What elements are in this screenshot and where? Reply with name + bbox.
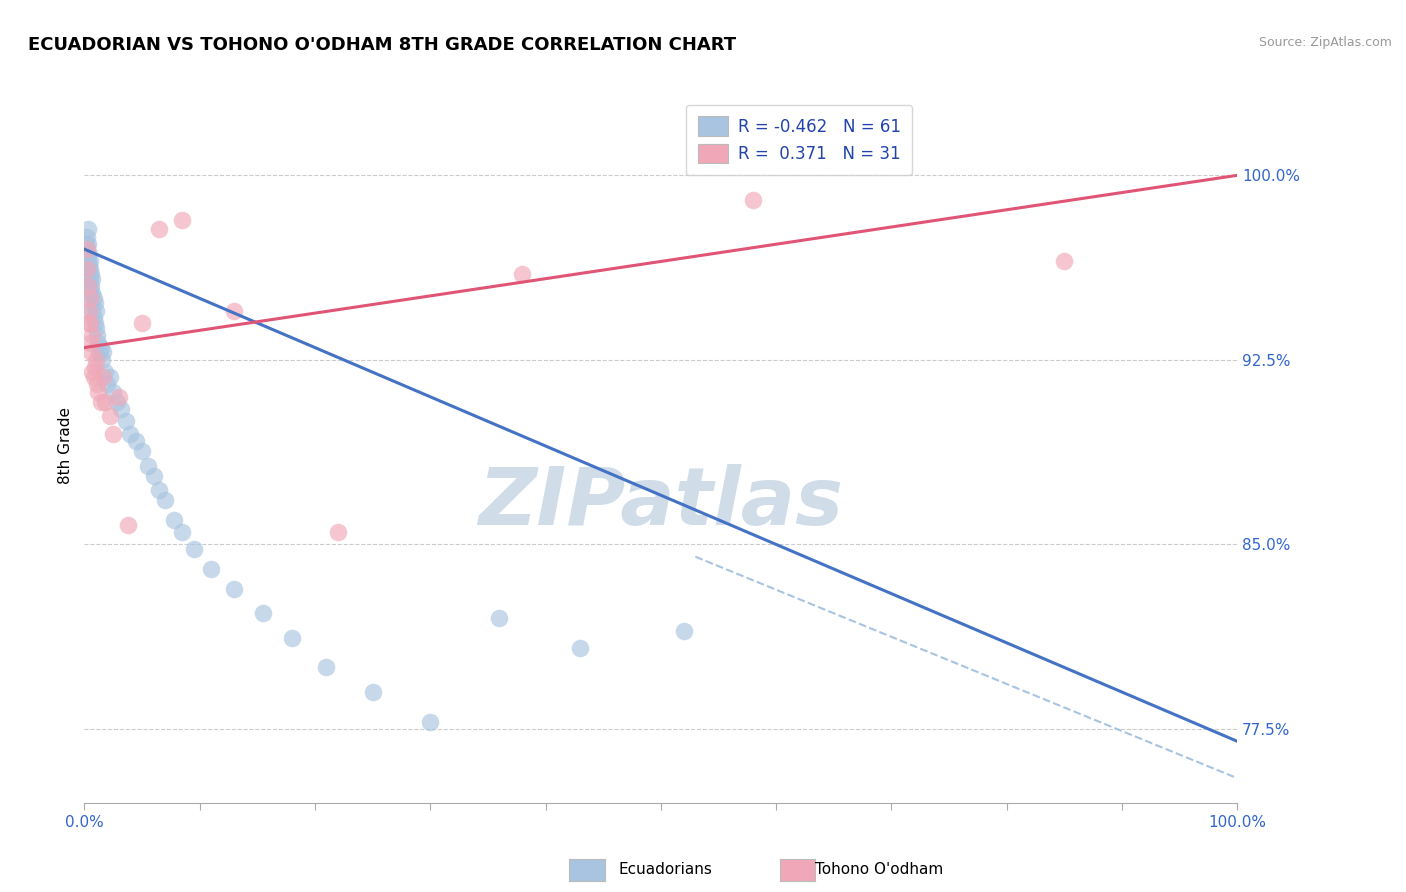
Point [76,242,98,256]
Point [76,261,98,276]
Point [91,345,114,359]
Point [82,286,104,301]
Text: Ecuadorians: Ecuadorians [619,863,713,877]
Point [131,316,153,330]
Point [80,345,103,359]
Point [125,434,148,448]
Point [98,370,121,384]
Point [86,328,108,343]
Point [224,582,246,596]
Point [142,468,165,483]
Point [84,321,107,335]
Point [108,390,131,404]
Point [153,493,176,508]
Point [80,296,103,310]
Point [200,562,222,576]
Point [103,426,124,441]
Point [80,279,103,293]
Text: Source: ZipAtlas.com: Source: ZipAtlas.com [1258,36,1392,49]
Point [84,303,107,318]
Point [80,267,103,281]
Text: ECUADORIAN VS TOHONO O'ODHAM 8TH GRADE CORRELATION CHART: ECUADORIAN VS TOHONO O'ODHAM 8TH GRADE C… [28,36,737,54]
Point [224,303,246,318]
Point [87,384,110,399]
Point [79,291,101,305]
Point [361,685,384,699]
Point [76,279,98,293]
Point [569,640,592,655]
Point [281,631,304,645]
Point [89,345,111,359]
Point [742,193,765,207]
Point [131,444,153,458]
Point [82,271,104,285]
Point [172,525,194,540]
Text: ZIPatlas: ZIPatlas [478,464,844,542]
Point [1053,254,1076,268]
Point [76,222,98,236]
Point [163,513,186,527]
Point [120,426,142,441]
Point [79,335,101,350]
Point [117,517,139,532]
Point [77,303,100,318]
Point [252,607,274,621]
Point [89,341,111,355]
Legend: R = -0.462   N = 61, R =  0.371   N = 31: R = -0.462 N = 61, R = 0.371 N = 31 [686,104,912,175]
Point [76,316,98,330]
Point [83,296,105,310]
Point [94,365,117,379]
Point [103,384,124,399]
Point [83,311,105,326]
Point [86,377,108,392]
Point [79,261,101,276]
Point [77,260,100,274]
Point [672,624,695,638]
Point [136,458,159,473]
Point [148,222,170,236]
Point [148,483,170,498]
Point [79,254,101,268]
Point [79,286,101,301]
Point [76,230,98,244]
Point [82,328,104,343]
Point [83,316,105,330]
Point [115,414,138,428]
Point [77,279,100,293]
Point [77,267,100,281]
Point [105,394,128,409]
Point [82,303,104,318]
Point [315,660,337,674]
Point [326,525,349,540]
Point [83,370,105,384]
Point [79,271,101,285]
Point [75,237,97,252]
Point [76,254,98,268]
Point [76,242,98,256]
Point [77,247,100,261]
Point [82,365,104,379]
Point [76,247,98,261]
Point [110,402,132,417]
Point [94,394,117,409]
Point [98,409,121,424]
Point [172,212,194,227]
Text: Tohono O'odham: Tohono O'odham [815,863,943,877]
Point [90,352,112,367]
Point [512,267,534,281]
Point [488,611,510,625]
Point [183,542,205,557]
Point [89,394,111,409]
Point [76,271,98,285]
Point [83,291,105,305]
Y-axis label: 8th Grade: 8th Grade [58,408,73,484]
Point [96,377,118,392]
Point [76,237,98,252]
Point [83,360,105,375]
Point [84,352,107,367]
Point [91,370,114,384]
Point [87,335,110,350]
Point [419,714,441,729]
Point [79,316,101,330]
